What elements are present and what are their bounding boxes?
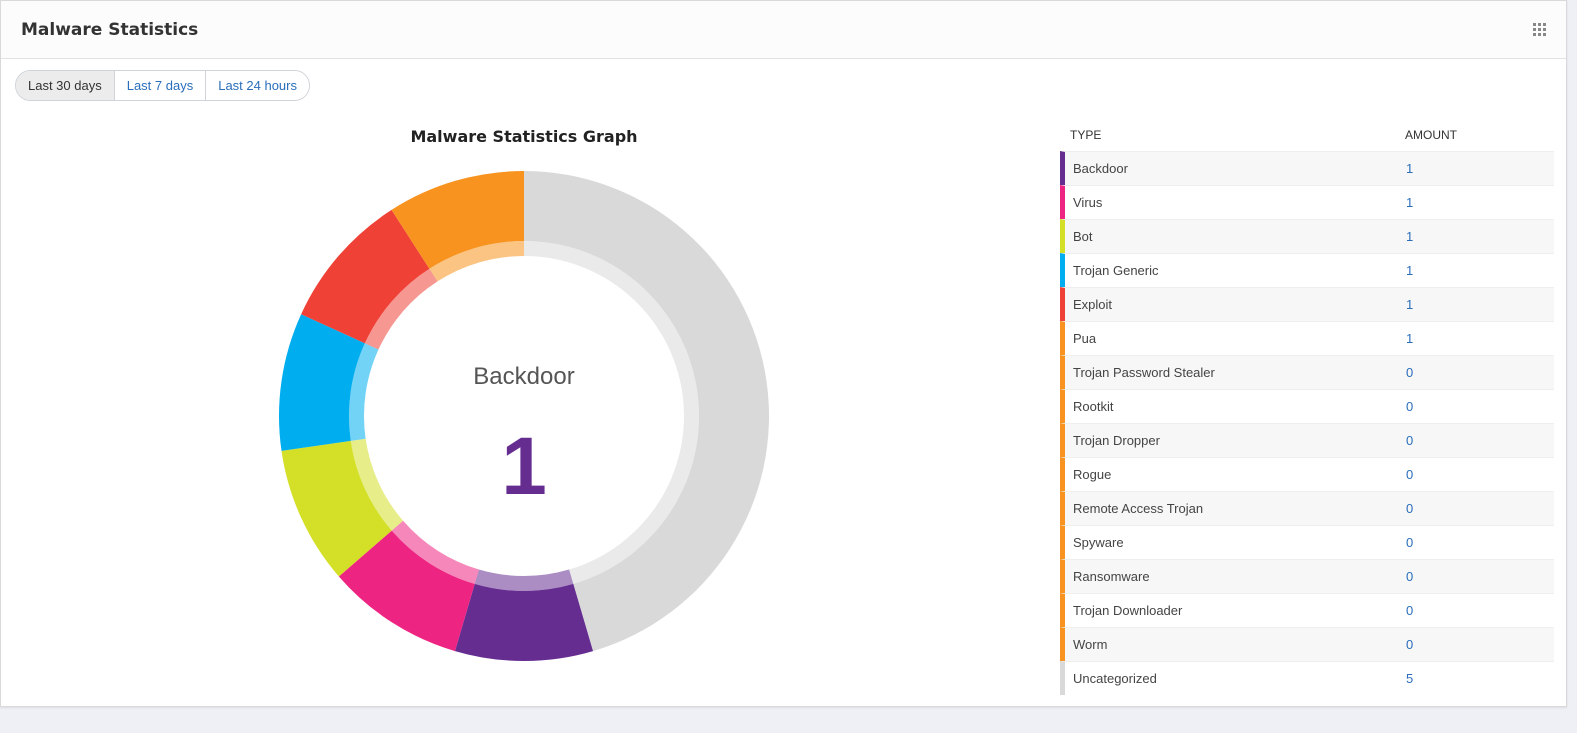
table-row: Uncategorized 5 — [1060, 661, 1554, 695]
table-header: TYPE AMOUNT — [1060, 118, 1554, 151]
slice-inner-bot — [350, 438, 404, 531]
slice-backdoor[interactable] — [454, 583, 594, 661]
row-amount-link[interactable]: 0 — [1406, 433, 1414, 448]
amount-column-header: AMOUNT — [1405, 128, 1457, 142]
graph-title: Malware Statistics Graph — [410, 127, 638, 146]
slice-exploit[interactable] — [301, 209, 430, 344]
row-type-label: Spyware — [1073, 535, 1124, 550]
row-amount-link[interactable]: 0 — [1406, 603, 1414, 618]
table-row: Bot 1 — [1060, 219, 1554, 253]
row-type-label: Ransomware — [1073, 569, 1150, 584]
slice-uncategorized[interactable] — [524, 171, 769, 652]
row-amount-link[interactable]: 1 — [1406, 297, 1414, 312]
row-amount-link[interactable]: 1 — [1406, 331, 1414, 346]
tab-last-30-days[interactable]: Last 30 days — [16, 71, 114, 100]
table-body: Backdoor 1 Virus 1 Bot 1 Trojan Generic 1 Exploi… — [1060, 151, 1554, 695]
row-amount-link[interactable]: 0 — [1406, 365, 1414, 380]
slice-inner-exploit — [364, 268, 438, 350]
row-type-label: Remote Access Trojan — [1073, 501, 1204, 516]
table-row: Rootkit 0 — [1060, 389, 1554, 423]
row-amount-link[interactable]: 1 — [1406, 161, 1414, 176]
row-type-label: Rootkit — [1073, 399, 1114, 414]
panel-header: Malware Statistics — [1, 1, 1566, 59]
row-type-label: Uncategorized — [1073, 671, 1157, 686]
table-row: Trojan Generic 1 — [1060, 253, 1554, 287]
malware-type-table: TYPE AMOUNT Backdoor 1 Virus 1 Bot 1 Trojan Ge… — [1060, 118, 1554, 695]
table-row: Pua 1 — [1060, 321, 1554, 355]
row-type-label: Virus — [1073, 195, 1103, 210]
slice-pua[interactable] — [391, 171, 524, 269]
row-type-label: Bot — [1073, 229, 1093, 244]
row-type-label: Trojan Downloader — [1073, 603, 1183, 618]
row-type-label: Pua — [1073, 331, 1097, 346]
row-type-label: Rogue — [1073, 467, 1112, 482]
table-row: Remote Access Trojan 0 — [1060, 491, 1554, 525]
slice-inner-pua — [429, 241, 524, 282]
table-row: Trojan Password Stealer 0 — [1060, 355, 1554, 389]
tab-last-7-days[interactable]: Last 7 days — [113, 71, 206, 100]
slice-trojan-generic[interactable] — [279, 314, 365, 451]
row-amount-link[interactable]: 1 — [1406, 229, 1414, 244]
grid-icon[interactable] — [1533, 23, 1546, 36]
slice-inner-backdoor — [474, 569, 574, 592]
malware-statistics-panel: Malware Statistics Last 30 days Last 7 d… — [0, 0, 1567, 707]
row-amount-link[interactable]: 0 — [1406, 569, 1414, 584]
row-type-label: Trojan Generic — [1073, 263, 1159, 278]
panel-title: Malware Statistics — [21, 20, 199, 40]
slice-virus[interactable] — [338, 530, 475, 652]
row-type-label: Backdoor — [1073, 161, 1128, 176]
row-type-label: Trojan Password Stealer — [1073, 365, 1215, 380]
table-row: Rogue 0 — [1060, 457, 1554, 491]
row-type-label: Worm — [1073, 637, 1108, 652]
row-amount-link[interactable]: 1 — [1406, 195, 1414, 210]
row-amount-link[interactable]: 5 — [1406, 671, 1414, 686]
row-amount-link[interactable]: 0 — [1406, 399, 1414, 414]
table-row: Trojan Dropper 0 — [1060, 423, 1554, 457]
row-type-label: Trojan Dropper — [1073, 433, 1160, 448]
slice-inner-virus — [391, 520, 479, 584]
chart-center-label: Backdoor — [473, 363, 575, 390]
row-amount-link[interactable]: 0 — [1406, 467, 1414, 482]
row-amount-link[interactable]: 0 — [1406, 637, 1414, 652]
tab-last-24-hours[interactable]: Last 24 hours — [205, 71, 309, 100]
table-row: Virus 1 — [1060, 185, 1554, 219]
table-row: Ransomware 0 — [1060, 559, 1554, 593]
table-row: Worm 0 — [1060, 627, 1554, 661]
row-amount-link[interactable]: 0 — [1406, 535, 1414, 550]
donut-chart — [279, 171, 769, 661]
table-row: Exploit 1 — [1060, 287, 1554, 321]
time-range-tabs: Last 30 days Last 7 days Last 24 hours — [15, 70, 310, 101]
table-row: Trojan Downloader 0 — [1060, 593, 1554, 627]
row-type-label: Exploit — [1073, 297, 1113, 312]
table-row: Backdoor 1 — [1060, 151, 1554, 185]
row-amount-link[interactable]: 1 — [1406, 263, 1414, 278]
type-column-header: TYPE — [1070, 128, 1102, 142]
chart-center-value: 1 — [501, 421, 547, 512]
table-row: Spyware 0 — [1060, 525, 1554, 559]
slice-inner-trojan-generic — [349, 343, 379, 441]
slice-bot[interactable] — [281, 440, 392, 577]
row-amount-link[interactable]: 0 — [1406, 501, 1414, 516]
